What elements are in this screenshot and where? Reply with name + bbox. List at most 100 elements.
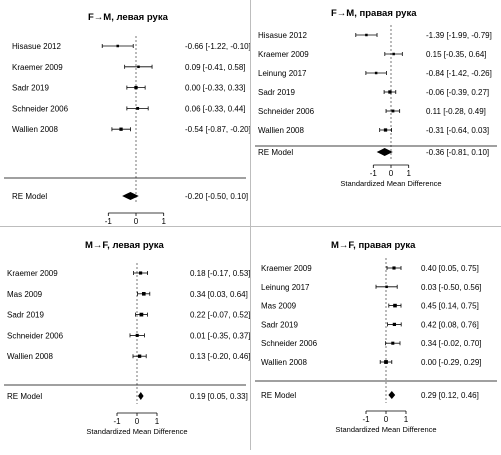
x-tick-label: -1	[113, 417, 121, 426]
forest-plot: Kraemer 2009 0.40 [0.05, 0.75] Leinung 201…	[255, 258, 497, 434]
study-ci-text: -0.06 [-0.39, 0.27]	[426, 88, 489, 97]
study-ci-text: 0.13 [-0.20, 0.46]	[190, 352, 250, 361]
point-estimate	[134, 85, 138, 90]
study-label: Hisasue 2012	[12, 42, 61, 51]
study-ci-text: 0.01 [-0.35, 0.37]	[190, 331, 250, 340]
x-tick-label: 0	[384, 415, 389, 424]
point-estimate	[135, 333, 139, 337]
point-estimate	[119, 127, 123, 131]
study-label: Kraemer 2009	[261, 264, 312, 273]
x-tick-label: 0	[135, 417, 140, 426]
point-estimate	[137, 354, 142, 358]
x-axis-label: Standardized Mean Difference	[86, 427, 187, 436]
x-tick-label: 0	[389, 169, 394, 178]
study-label: Sadr 2019	[261, 320, 298, 329]
study-label: Wallien 2008	[7, 352, 54, 361]
point-estimate	[141, 291, 146, 296]
study-ci-text: 0.42 [0.08, 0.76]	[421, 320, 479, 329]
study-label: Leinung 2017	[261, 283, 310, 292]
study-label: Schneider 2006	[261, 339, 318, 348]
point-estimate	[392, 322, 397, 327]
study-ci-text: 0.18 [-0.17, 0.53]	[190, 269, 250, 278]
study-label: Sadr 2019	[7, 311, 44, 320]
study-label: Leinung 2017	[258, 69, 307, 78]
summary-ci-text: 0.29 [0.12, 0.46]	[421, 391, 479, 400]
study-label: Schneider 2006	[258, 107, 315, 116]
study-ci-text: 0.22 [-0.07, 0.52]	[190, 311, 250, 320]
study-label: Sadr 2019	[258, 88, 295, 97]
x-tick-label: 1	[404, 415, 409, 424]
point-estimate	[139, 271, 143, 275]
study-ci-text: 0.03 [-0.50, 0.56]	[421, 283, 482, 292]
panel-title: M→F, правая рука	[331, 240, 416, 251]
summary-label: RE Model	[12, 192, 47, 201]
study-ci-text: -0.84 [-1.42, -0.26]	[426, 69, 492, 78]
study-ci-text: 0.00 [-0.33, 0.33]	[185, 84, 246, 93]
x-tick-label: 1	[161, 217, 166, 225]
point-estimate	[365, 33, 368, 37]
study-label: Schneider 2006	[7, 331, 64, 340]
study-ci-text: 0.45 [0.14, 0.75]	[421, 302, 479, 311]
study-ci-text: -1.39 [-1.99, -0.79]	[426, 31, 492, 40]
study-label: Sadr 2019	[12, 84, 49, 93]
forest-plot: Hisasue 2012 -0.66 [-1.22, -0.10] Kraemer …	[4, 36, 251, 236]
summary-diamond	[376, 148, 393, 156]
summary-diamond	[388, 391, 396, 399]
point-estimate	[139, 312, 144, 317]
summary-label: RE Model	[261, 391, 296, 400]
study-label: Kraemer 2009	[7, 269, 58, 278]
summary-label: RE Model	[7, 392, 42, 401]
x-axis-label: Standardized Mean Difference	[340, 179, 441, 188]
point-estimate	[116, 44, 119, 48]
study-ci-text: -0.31 [-0.64, 0.03]	[426, 126, 489, 135]
x-tick-label: 1	[155, 417, 160, 426]
x-tick-label: 0	[134, 217, 139, 225]
study-ci-text: 0.06 [-0.33, 0.44]	[185, 104, 246, 113]
point-estimate	[384, 360, 388, 364]
panel-title: M→F, левая рука	[85, 240, 164, 251]
study-ci-text: 0.34 [0.03, 0.64]	[190, 290, 248, 299]
panel-title: F→M, левая рука	[88, 12, 168, 23]
study-label: Schneider 2006	[12, 104, 69, 113]
study-ci-text: 0.40 [0.05, 0.75]	[421, 264, 479, 273]
study-label: Wallien 2008	[12, 125, 59, 134]
forest-panel-mf-left: M→F, левая рука Kraemer 2009 0.18 [-0.17,…	[0, 228, 251, 450]
study-ci-text: -0.54 [-0.87, -0.20]	[185, 125, 250, 134]
point-estimate	[392, 52, 395, 56]
forest-panel-fm-right: F→M, правая рука Hisasue 2012 -1.39 [-1.9…	[251, 0, 501, 225]
x-tick-label: -1	[362, 415, 370, 424]
summary-ci-text: -0.36 [-0.81, 0.10]	[426, 148, 489, 157]
point-estimate	[137, 65, 140, 69]
study-label: Hisasue 2012	[258, 31, 307, 40]
summary-diamond	[122, 192, 139, 200]
forest-panel-mf-right: M→F, правая рука Kraemer 2009 0.40 [0.05,…	[251, 228, 501, 450]
forest-plot: Kraemer 2009 0.18 [-0.17, 0.53] Mas 2009 0.…	[4, 263, 251, 436]
forest-panel-fm-left: F→M, левая рука Hisasue 2012 -0.66 [-1.22…	[0, 0, 251, 236]
point-estimate	[388, 90, 392, 94]
point-estimate	[391, 109, 395, 113]
study-ci-text: 0.00 [-0.29, 0.29]	[421, 358, 482, 367]
study-label: Wallien 2008	[261, 358, 308, 367]
vertical-divider	[250, 0, 251, 450]
study-ci-text: 0.15 [-0.35, 0.64]	[426, 50, 487, 59]
point-estimate	[374, 71, 378, 75]
x-tick-label: 1	[406, 169, 411, 178]
x-axis-label: Standardized Mean Difference	[335, 425, 436, 434]
point-estimate	[385, 285, 388, 289]
panel-title: F→M, правая рука	[331, 8, 417, 19]
summary-diamond	[138, 392, 144, 400]
x-tick-label: -1	[105, 217, 113, 225]
study-label: Mas 2009	[261, 302, 297, 311]
study-label: Mas 2009	[7, 290, 43, 299]
point-estimate	[383, 128, 388, 132]
x-tick-label: -1	[370, 169, 378, 178]
summary-label: RE Model	[258, 148, 293, 157]
study-label: Kraemer 2009	[258, 50, 309, 59]
point-estimate	[392, 266, 396, 270]
summary-ci-text: -0.20 [-0.50, 0.10]	[185, 192, 248, 201]
point-estimate	[136, 106, 140, 110]
study-ci-text: 0.09 [-0.41, 0.58]	[185, 63, 246, 72]
study-ci-text: 0.11 [-0.28, 0.49]	[426, 107, 486, 116]
study-ci-text: -0.66 [-1.22, -0.10]	[185, 42, 250, 51]
study-label: Wallien 2008	[258, 126, 305, 135]
